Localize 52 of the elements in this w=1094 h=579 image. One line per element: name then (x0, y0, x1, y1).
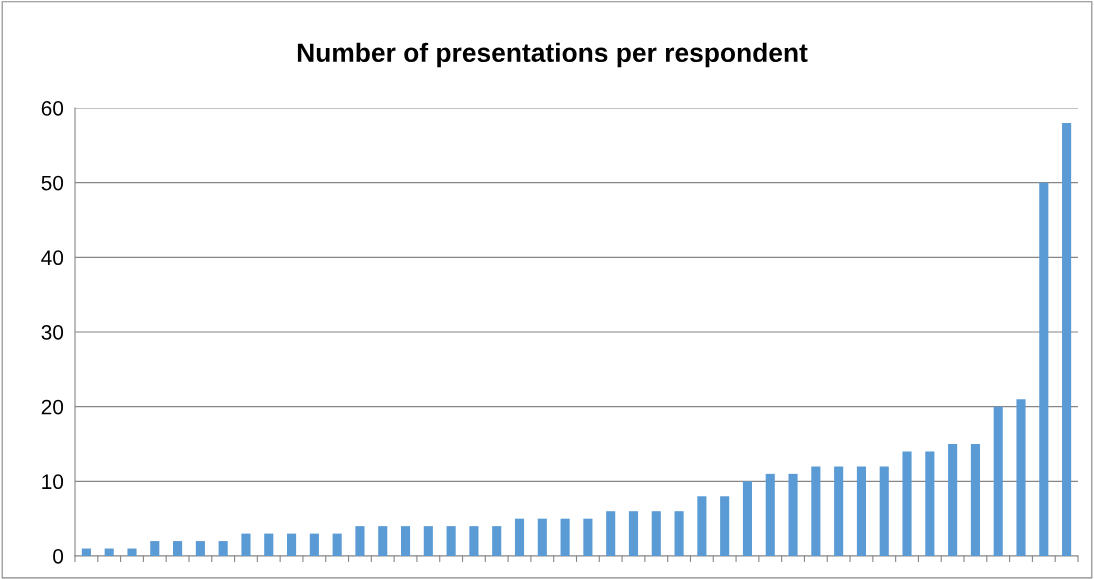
bar (355, 526, 365, 556)
bar (925, 451, 935, 556)
y-tick-label: 30 (41, 325, 64, 340)
y-tick-label: 40 (41, 250, 64, 266)
bar (993, 406, 1003, 556)
bar (834, 466, 844, 556)
bar (446, 526, 456, 556)
bar (309, 533, 319, 556)
bar (104, 548, 114, 556)
bar (514, 518, 525, 556)
chart-title: Number of presentations per respondent (297, 42, 808, 68)
bar (811, 466, 821, 556)
bar (378, 526, 388, 556)
bar (697, 496, 707, 556)
bar (81, 548, 91, 556)
bar (788, 473, 798, 556)
bar (970, 444, 980, 556)
bar (332, 533, 342, 556)
y-tick-label: 10 (42, 474, 64, 490)
bar (674, 511, 684, 556)
bar (560, 518, 570, 556)
bar (173, 541, 183, 556)
bar (537, 518, 547, 556)
y-tick-label: 50 (41, 175, 64, 191)
bar (879, 466, 889, 556)
y-tick-label: 60 (41, 101, 64, 116)
bar (1016, 399, 1026, 556)
bar (628, 511, 639, 556)
bar (1039, 182, 1049, 556)
bar (856, 466, 866, 556)
bar (720, 496, 730, 556)
bar (902, 451, 912, 556)
bar (742, 481, 753, 556)
bar (583, 518, 593, 556)
bar (469, 526, 479, 556)
bar (195, 541, 205, 556)
bar (287, 533, 297, 556)
bar (651, 511, 661, 556)
y-tick-label: 0 (53, 549, 64, 564)
bar (150, 541, 160, 556)
bar (1062, 122, 1072, 556)
bar (606, 511, 616, 556)
bar (948, 444, 958, 556)
bar (218, 541, 228, 556)
y-tick-label: 20 (41, 399, 64, 415)
bar (765, 473, 775, 556)
bar (264, 533, 274, 556)
bar (127, 548, 137, 556)
bar (400, 526, 411, 556)
bar (492, 526, 502, 556)
bar (423, 526, 433, 556)
bar (241, 533, 251, 556)
